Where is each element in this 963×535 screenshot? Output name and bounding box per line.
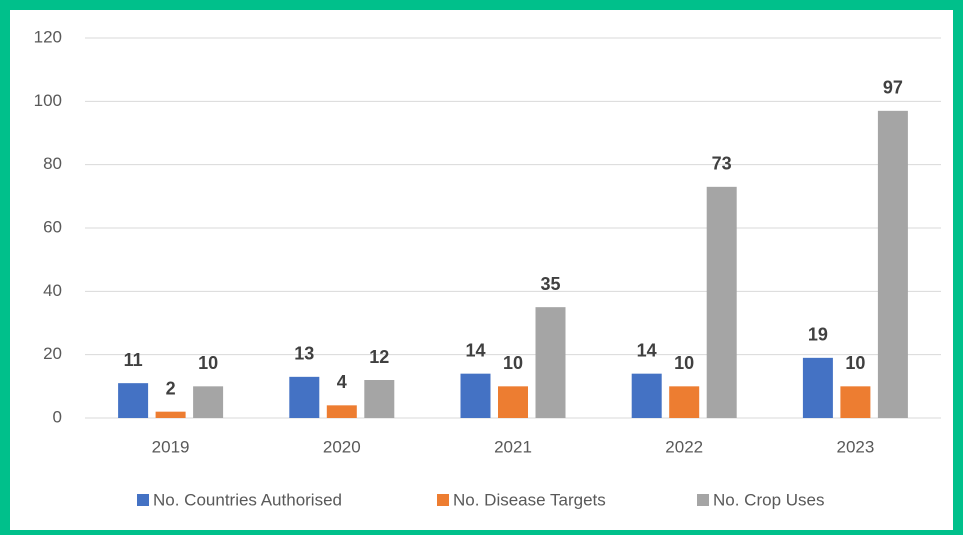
y-tick-label: 60 — [43, 217, 62, 236]
y-tick-label: 80 — [43, 154, 62, 173]
data-label: 4 — [337, 372, 347, 392]
y-tick-label: 100 — [34, 91, 62, 110]
data-label: 11 — [124, 350, 143, 370]
data-label: 97 — [883, 78, 903, 98]
legend-swatch — [137, 494, 149, 506]
legend-swatch — [437, 494, 449, 506]
bar — [669, 386, 700, 418]
legend-label: No. Crop Uses — [713, 490, 824, 509]
x-tick-label: 2021 — [494, 437, 532, 456]
bar — [840, 386, 871, 418]
bar — [364, 380, 395, 418]
bar — [118, 383, 149, 418]
legend-swatch — [697, 494, 709, 506]
x-tick-label: 2023 — [836, 437, 874, 456]
x-tick-label: 2019 — [152, 437, 190, 456]
bar — [706, 186, 737, 418]
bar — [155, 411, 186, 418]
bar — [631, 373, 662, 418]
data-label: 10 — [198, 353, 218, 373]
data-label: 14 — [465, 340, 485, 360]
x-tick-label: 2022 — [665, 437, 703, 456]
bar — [877, 110, 908, 418]
data-label: 10 — [845, 353, 865, 373]
bar — [460, 373, 491, 418]
legend-label: No. Countries Authorised — [153, 490, 342, 509]
x-tick-label: 2020 — [323, 437, 361, 456]
bar — [802, 357, 833, 418]
bar — [535, 307, 566, 418]
data-label: 73 — [712, 154, 732, 174]
bar — [326, 405, 357, 418]
y-tick-label: 40 — [43, 281, 62, 300]
data-label: 10 — [503, 353, 523, 373]
data-label: 12 — [369, 347, 389, 367]
bar — [498, 386, 528, 418]
data-label: 35 — [540, 274, 560, 294]
data-label: 10 — [674, 353, 694, 373]
data-label: 14 — [637, 340, 657, 360]
y-tick-label: 120 — [34, 27, 62, 46]
legend-label: No. Disease Targets — [453, 490, 606, 509]
data-label: 19 — [808, 325, 828, 345]
bar — [289, 376, 320, 418]
y-tick-label: 0 — [53, 407, 62, 426]
y-tick-label: 20 — [43, 344, 62, 363]
bar — [193, 386, 224, 418]
data-label: 2 — [166, 378, 176, 398]
data-label: 13 — [294, 344, 314, 364]
